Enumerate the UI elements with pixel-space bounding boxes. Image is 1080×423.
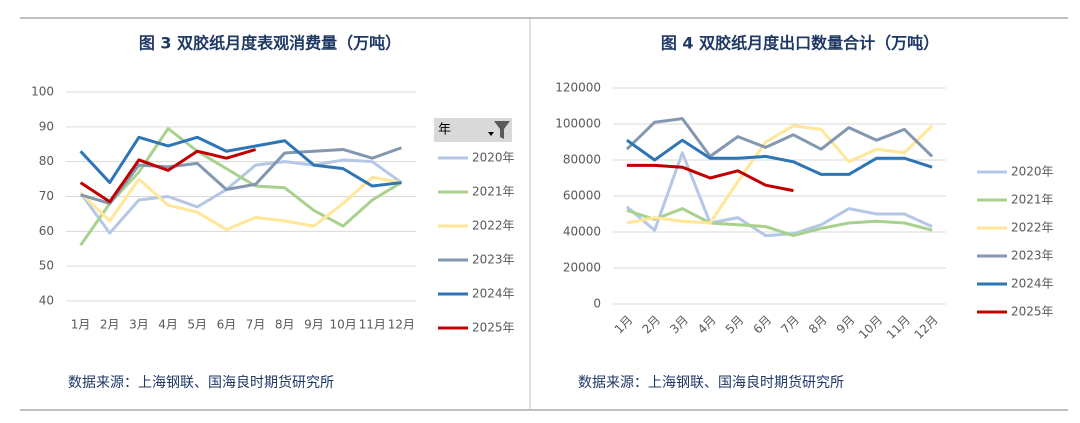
x-tick-label: 9月 [304, 318, 324, 332]
x-tick-label: 6月 [750, 313, 774, 337]
series-line [626, 207, 933, 238]
x-tick-label: 7月 [246, 318, 266, 332]
chart-title: 图 3 双胶纸月度表观消费量（万吨） [139, 34, 401, 53]
legend-label: 2022年 [472, 219, 515, 233]
x-tick-label: 10月 [329, 318, 356, 332]
legend-label: 2020年 [1011, 165, 1054, 179]
legend-label: 2023年 [472, 253, 515, 267]
x-tick-label: 2月 [639, 313, 663, 337]
series-line [625, 117, 934, 158]
source: 数据来源：上海钢联、国海良时期货研究所 [578, 374, 844, 391]
y-tick-label: 90 [39, 119, 54, 133]
filter-icon [494, 121, 510, 139]
series-line [79, 175, 402, 232]
x-tick-label: 12月 [912, 313, 941, 342]
y-tick-label: 80000 [563, 153, 601, 167]
y-tick-label: 40 [39, 294, 54, 308]
series-line [80, 146, 402, 205]
legend-label: 2022年 [1011, 221, 1054, 235]
legend-label: 2023年 [1011, 249, 1054, 263]
y-tick-label: 50 [39, 259, 54, 273]
x-tick-label: 4月 [158, 318, 178, 332]
y-tick-label: 60 [39, 224, 54, 238]
dropdown-icon [488, 132, 494, 136]
x-tick-label: 4月 [695, 313, 719, 337]
series-line [626, 138, 933, 176]
x-tick-label: 5月 [723, 313, 747, 337]
x-tick-label: 1月 [612, 313, 636, 337]
legend-label: 2021年 [472, 185, 515, 199]
y-tick-label: 120000 [555, 81, 601, 95]
x-tick-label: 10月 [856, 313, 885, 342]
legend-label: 2024年 [472, 287, 515, 301]
y-tick-label: 40000 [563, 225, 601, 239]
x-tick-label: 11月 [884, 313, 913, 342]
x-tick-label: 7月 [778, 313, 802, 337]
x-tick-label: 3月 [129, 318, 149, 332]
series-line [79, 127, 403, 247]
y-tick-label: 0 [593, 297, 601, 311]
x-tick-label: 2月 [100, 318, 120, 332]
y-tick-label: 80 [39, 154, 54, 168]
legend-label: 2024年 [1011, 277, 1054, 291]
x-tick-label: 11月 [359, 318, 386, 332]
x-tick-label: 12月 [388, 318, 415, 332]
x-tick-label: 1月 [71, 318, 91, 332]
y-tick-label: 20000 [563, 261, 601, 275]
x-tick-label: 9月 [834, 313, 858, 337]
series-line [626, 163, 794, 193]
x-tick-label: 3月 [667, 313, 691, 337]
legend-label: 2020年 [472, 151, 515, 165]
y-tick-label: 60000 [563, 189, 601, 203]
chart-title: 图 4 双胶纸月度出口数量合计（万吨） [661, 34, 939, 53]
legend-label: 2025年 [1011, 305, 1054, 319]
source: 数据来源：上海钢联、国海良时期货研究所 [68, 374, 334, 391]
y-tick-label: 100 [31, 85, 54, 99]
series-line [79, 135, 402, 188]
legend-title: 年 [438, 123, 451, 138]
legend-label: 2021年 [1011, 193, 1054, 207]
series-line [626, 124, 934, 225]
x-tick-label: 6月 [217, 318, 237, 332]
x-tick-label: 5月 [187, 318, 207, 332]
series-line [79, 148, 257, 204]
y-tick-label: 70 [39, 189, 54, 203]
legend-label: 2025年 [472, 321, 515, 335]
x-tick-label: 8月 [806, 313, 830, 337]
y-tick-label: 100000 [555, 117, 601, 131]
x-tick-label: 8月 [275, 318, 295, 332]
